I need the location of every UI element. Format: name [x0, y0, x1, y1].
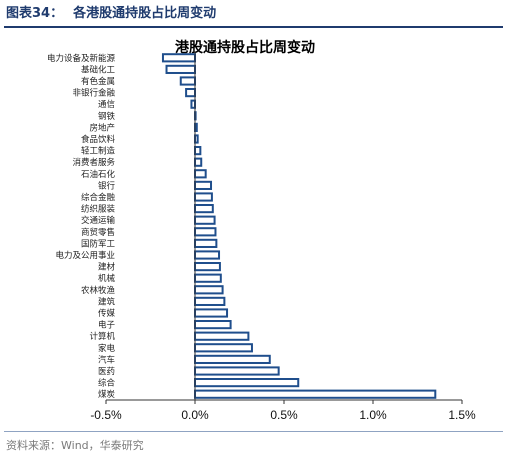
x-tick-label: 0.5% — [270, 408, 298, 422]
category-label: 钢铁 — [98, 111, 116, 122]
category-label: 通信 — [98, 99, 116, 110]
bar-23 — [194, 308, 229, 318]
category-labels: 电力设备及新能源基础化工有色金属非银行金融通信钢铁房地产食品饮料轻工制造消费者服… — [47, 53, 116, 400]
category-label: 电力设备及新能源 — [47, 53, 116, 64]
x-tick-label: 1.0% — [359, 408, 387, 422]
category-label: 银行 — [98, 180, 116, 191]
category-label: 消费者服务 — [72, 157, 115, 168]
category-label: 食品饮料 — [81, 134, 116, 145]
bar-17 — [194, 238, 218, 248]
category-label: 传媒 — [98, 308, 116, 319]
bar-12 — [194, 180, 213, 190]
bar-18 — [194, 250, 221, 260]
bar-22 — [194, 296, 226, 306]
bar-9 — [194, 146, 202, 156]
figure-title: 各港股通持股占比周变动 — [73, 6, 217, 21]
category-label: 电子 — [98, 320, 116, 331]
bar-24 — [194, 320, 232, 330]
bar-4 — [185, 88, 197, 98]
bar-5 — [190, 99, 197, 109]
category-label: 综合金融 — [81, 192, 116, 203]
chart-title: 港股通持股占比周变动 — [175, 39, 315, 56]
bar-2 — [165, 64, 197, 74]
bar-1 — [161, 53, 197, 63]
bar-27 — [194, 354, 271, 364]
bar-21 — [194, 285, 224, 295]
bar-14 — [194, 204, 214, 214]
category-label: 纺织服装 — [81, 204, 116, 215]
category-label: 家电 — [98, 343, 116, 354]
bar-10 — [194, 157, 203, 167]
bar-30 — [194, 389, 437, 399]
x-tick-label: 1.5% — [448, 408, 476, 422]
category-label: 机械 — [98, 273, 116, 284]
header-rule — [4, 26, 503, 28]
bar-19 — [194, 262, 221, 272]
category-label: 医药 — [98, 366, 115, 377]
source-note: 资料来源：Wind，华泰研究 — [6, 439, 144, 452]
figure-number: 图表34： — [6, 6, 64, 21]
category-label: 石油石化 — [81, 169, 116, 180]
footer-rule — [4, 431, 503, 432]
bar-11 — [194, 169, 207, 179]
category-label: 计算机 — [89, 331, 115, 342]
bar-29 — [194, 378, 300, 388]
bar-25 — [194, 331, 250, 341]
bar-13 — [194, 192, 213, 202]
category-label: 有色金属 — [81, 76, 115, 87]
x-tick-label: -0.5% — [90, 408, 122, 422]
bar-3 — [179, 76, 196, 86]
category-label: 国防军工 — [81, 238, 116, 249]
category-label: 基础化工 — [81, 64, 116, 75]
category-label: 轻工制造 — [81, 146, 116, 157]
x-tick-labels: -0.5% 0.0% 0.5% 1.0% 1.5% — [90, 400, 476, 422]
x-tick-label: 0.0% — [181, 408, 209, 422]
bar-20 — [194, 273, 222, 283]
bar-26 — [194, 343, 253, 353]
category-label: 建材 — [98, 262, 116, 273]
category-label: 建筑 — [98, 296, 116, 307]
figure-header: 图表34： 各港股通持股占比周变动 — [6, 3, 216, 25]
bar-16 — [194, 227, 217, 237]
category-label: 农林牧渔 — [81, 285, 116, 296]
category-label: 电力及公用事业 — [55, 250, 115, 261]
category-label: 非银行金融 — [72, 88, 115, 99]
category-label: 汽车 — [98, 354, 115, 365]
bars-group — [161, 53, 437, 399]
bar-15 — [194, 215, 216, 225]
bar-28 — [194, 366, 280, 376]
category-label: 煤炭 — [98, 389, 116, 400]
category-label: 商贸零售 — [81, 227, 115, 238]
category-label: 交通运输 — [81, 215, 116, 226]
bar-chart: 港股通持股占比周变动 电力设备及新能源基础化工有色金属非银行金融通信钢铁房地产食… — [47, 39, 476, 422]
category-label: 房地产 — [89, 122, 115, 133]
category-label: 综合 — [98, 378, 116, 389]
